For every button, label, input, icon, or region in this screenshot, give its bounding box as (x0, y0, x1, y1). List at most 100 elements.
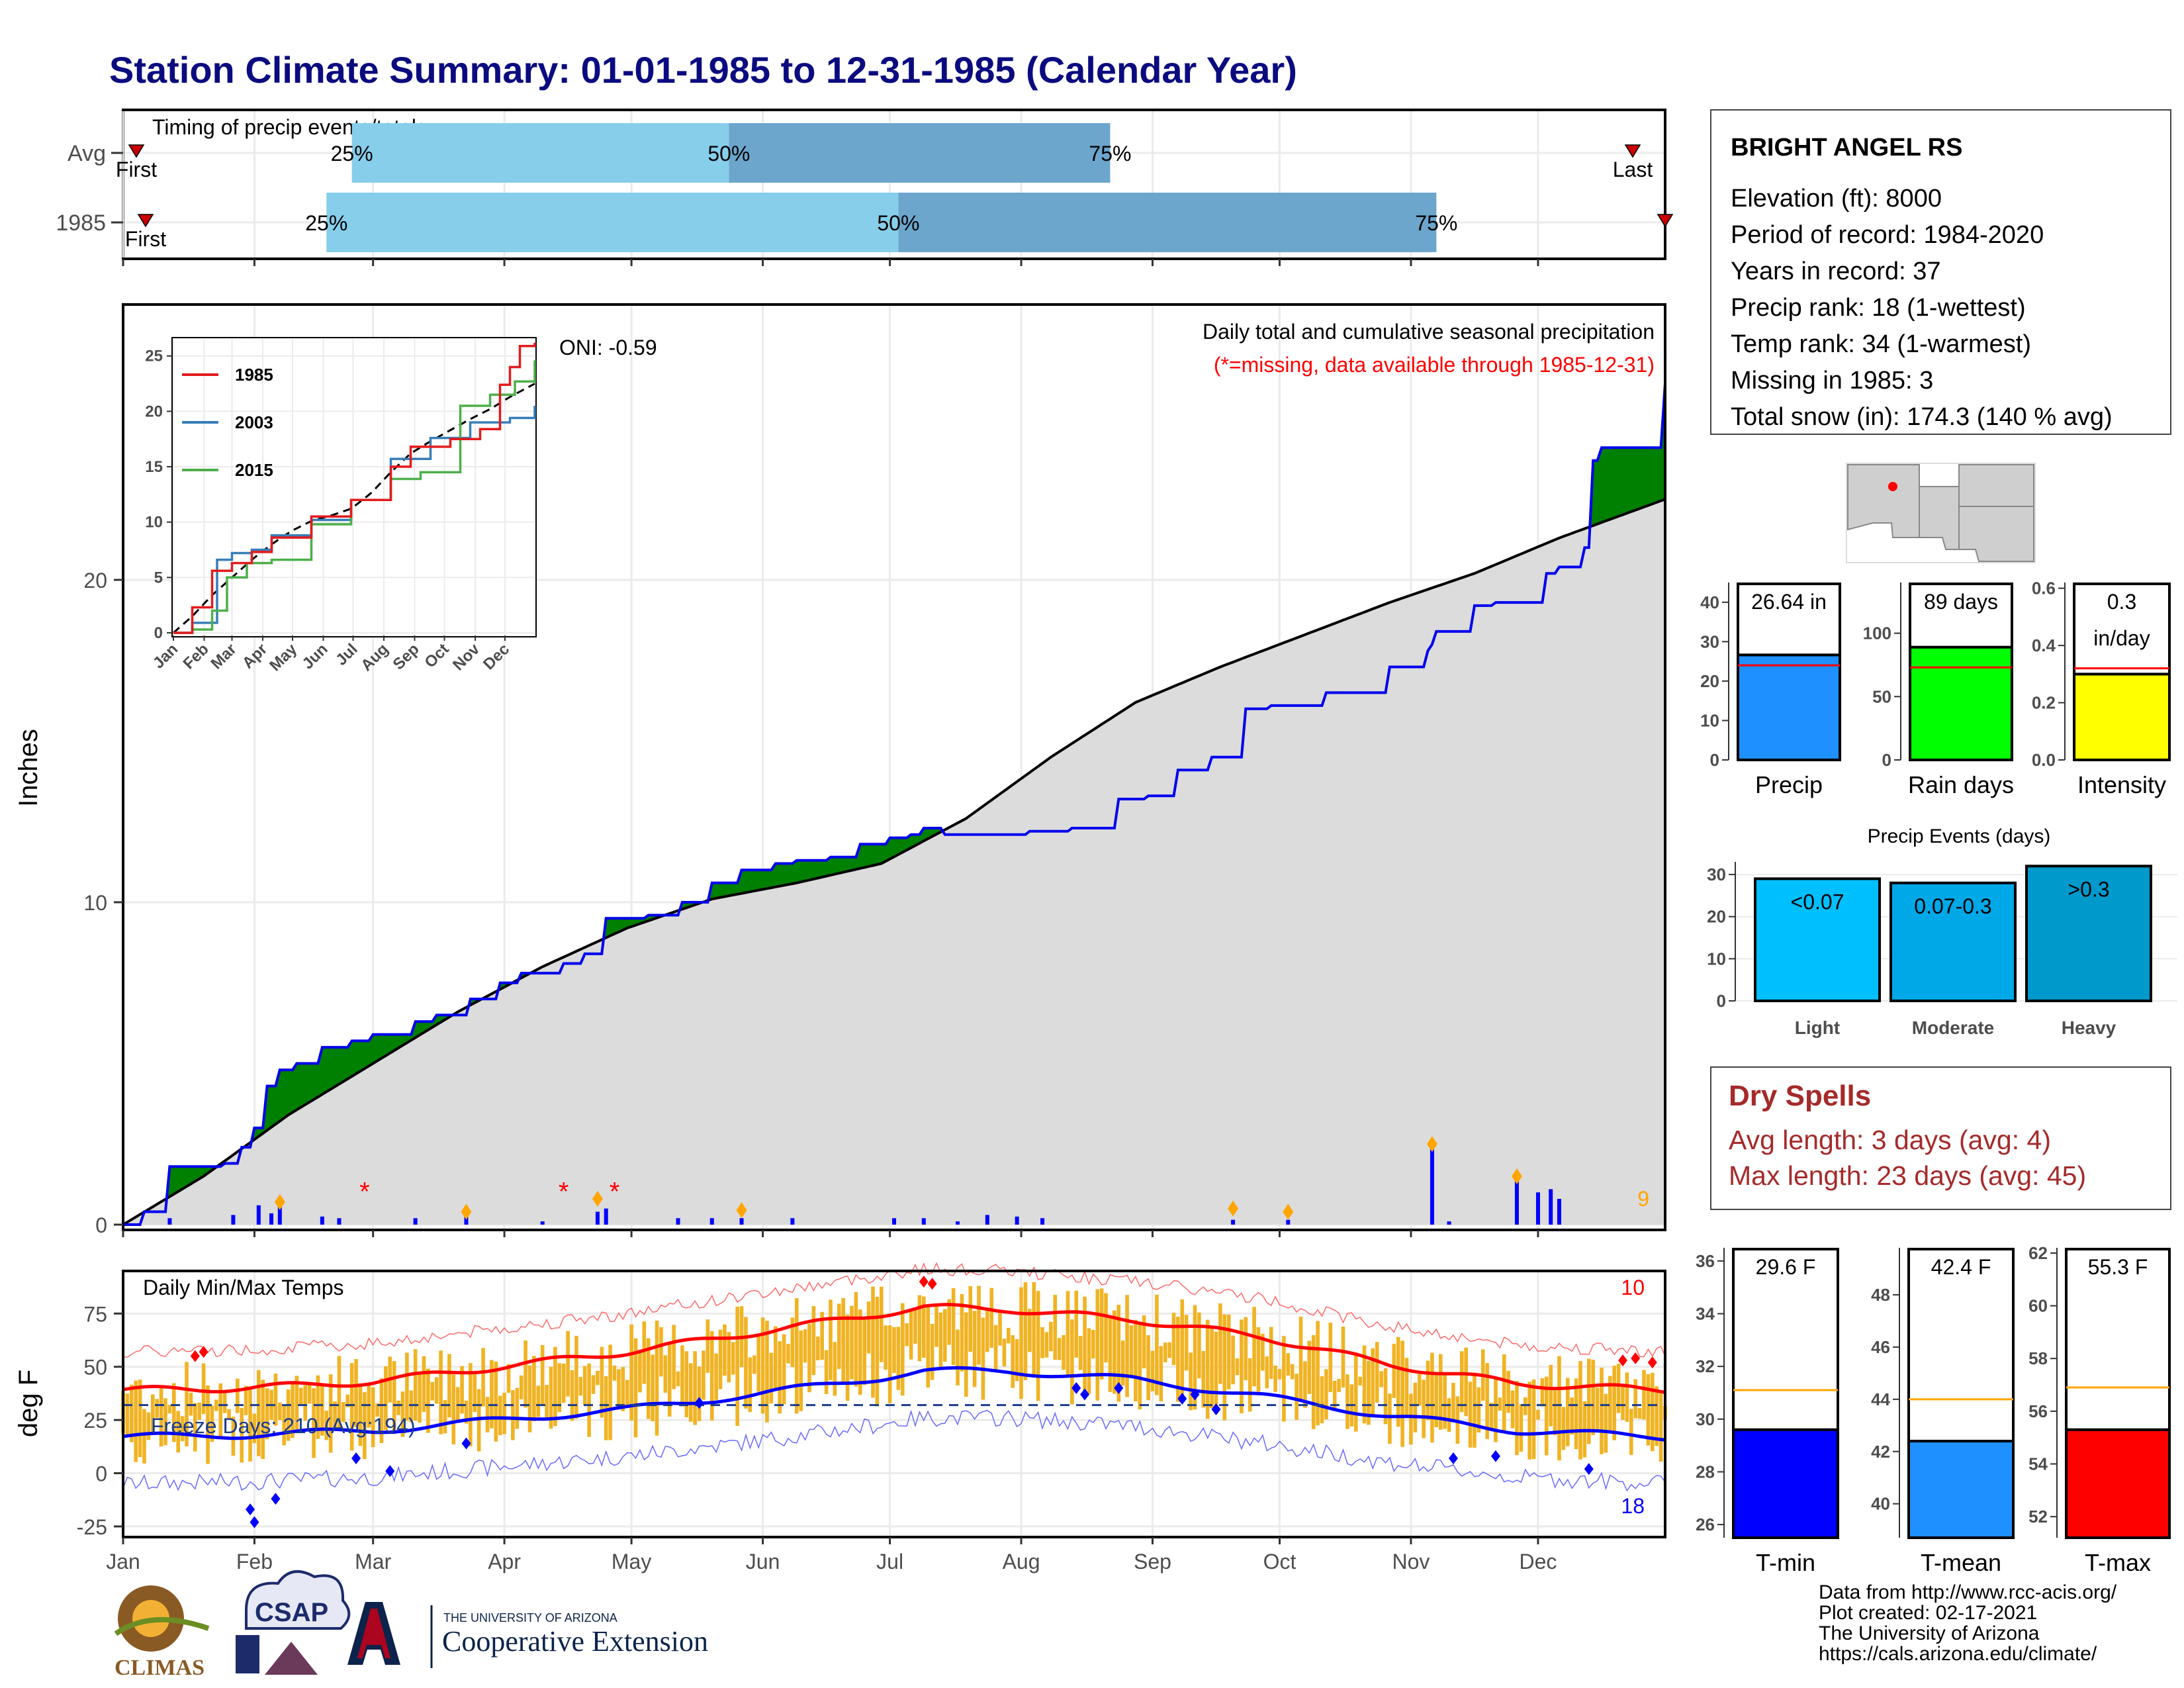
temp-range-bar (922, 1296, 926, 1358)
temp-range-bar (1659, 1391, 1663, 1462)
ua-small-text: THE UNIVERSITY OF ARIZONA (443, 1611, 617, 1624)
month-label: Jan (106, 1550, 140, 1573)
temp-range-bar (349, 1363, 354, 1451)
y-tick-label: 100 (1863, 624, 1891, 643)
temp-range-bar (447, 1354, 451, 1418)
record-low-marker (461, 1437, 471, 1450)
temp-range-bar (1235, 1358, 1240, 1376)
temp-range-bar (1176, 1317, 1180, 1402)
temp-range-bar (515, 1387, 520, 1429)
inset-x-tick-label: Dec (480, 640, 513, 673)
event-marker (736, 1202, 747, 1219)
station-detail-line: Precip rank: 18 (1-wettest) (1731, 294, 2026, 322)
summary_bars-label-box (1737, 583, 1841, 657)
summary_bars-value-label-2: in/day (2093, 626, 2150, 650)
temp-range-bar (1028, 1309, 1032, 1352)
precip-bar (790, 1218, 795, 1225)
temp-range-bar (426, 1368, 430, 1433)
temp-range-bar (803, 1329, 807, 1363)
timing-bar-50-75 (729, 123, 1111, 183)
temp-range-bar (142, 1409, 146, 1464)
temp-range-bar (316, 1375, 320, 1439)
temp-range-bar (778, 1341, 782, 1414)
temp-range-bar (596, 1370, 600, 1385)
event-bar (1754, 877, 1881, 1003)
record-low-marker (1080, 1388, 1090, 1401)
inset-x-tick-label: Apr (239, 640, 271, 672)
month-x-axis: Jan Feb Mar Apr May Jun Jul Aug Sep Oct Nov Dec (106, 1537, 1557, 1573)
inset-legend: 1985 2003 2015 (182, 365, 273, 480)
temp-range-bar (1023, 1282, 1028, 1380)
temp-range-bar (1138, 1321, 1142, 1410)
inset-x-tick-label: Nov (449, 640, 484, 675)
temp-range-bar (705, 1319, 710, 1373)
station-name: BRIGHT ANGEL RS (1731, 134, 1962, 162)
temp-range-bar (1362, 1345, 1367, 1424)
record-low-marker (1584, 1463, 1594, 1476)
freeze-days-label: Freeze Days: 210 (Avg:194) (151, 1414, 416, 1438)
y-tick-label: 0 (95, 1462, 107, 1486)
event-marker (592, 1191, 603, 1207)
station-detail-line: Period of record: 1984-2020 (1731, 221, 2044, 249)
temp-range-bar (621, 1367, 625, 1411)
inset-x-tick-label: Oct (421, 640, 452, 671)
temp-range-bar (1595, 1387, 1600, 1430)
temp-range-bar (697, 1366, 702, 1421)
university-of-arizona-logo: THE UNIVERSITY OF ARIZONA Cooperative Ex… (347, 1602, 708, 1668)
precip-note: Daily total and cumulative seasonal prec… (1203, 320, 1655, 344)
timing-panel: Timing of precip events/totals Avg 25% 50%… (56, 109, 1674, 266)
temp-range-bar (240, 1407, 244, 1463)
precip-bar (277, 1205, 282, 1225)
temp-range-bar (1549, 1364, 1553, 1427)
record-low-marker (351, 1452, 361, 1465)
temp-range-bar (723, 1324, 727, 1376)
temp-range-bar (1240, 1319, 1244, 1413)
station-detail-line: Temp rank: 34 (1-warmest) (1731, 330, 2031, 358)
temp-range-bar (905, 1323, 909, 1346)
temp-range-bar (1498, 1397, 1502, 1411)
y-tick-label: 0 (1717, 991, 1726, 1011)
temp-range-bar (252, 1413, 257, 1444)
temp-range-bar (1189, 1352, 1193, 1411)
temp-range-bar (282, 1405, 287, 1446)
temp-range-bar (1655, 1386, 1659, 1446)
month-label: Jun (746, 1550, 780, 1573)
temp_bars-category-label: T-max (2085, 1549, 2151, 1576)
temp-range-bar (1150, 1350, 1155, 1391)
event-category-label: Heavy (2062, 1017, 2116, 1038)
daily-precip-bars (167, 1136, 1561, 1225)
month-label: Mar (355, 1550, 391, 1573)
temp-range-bar (582, 1366, 587, 1405)
normal-precip-area (123, 499, 1665, 1225)
temp-range-bar (1523, 1397, 1527, 1415)
timing-p25-label: 25% (331, 142, 373, 165)
climas-swoosh (114, 1617, 210, 1636)
max-record-count: 10 (1621, 1276, 1645, 1299)
record-high-marker (199, 1346, 208, 1358)
temp-range-bar (1193, 1305, 1197, 1410)
temp-range-bar (498, 1395, 502, 1436)
temp-range-bar (1578, 1361, 1582, 1460)
temp-range-bar (862, 1317, 866, 1385)
temp-range-bar (829, 1299, 833, 1380)
temp-range-bar (1180, 1299, 1185, 1396)
temp-range-bar (396, 1400, 400, 1415)
cumulative-precip-line (123, 383, 1666, 1226)
temp-range-bar (866, 1301, 871, 1354)
month-label: May (612, 1550, 651, 1573)
month-label: Apr (488, 1550, 521, 1573)
inset-y-tick-label: 5 (154, 569, 163, 586)
temp-range-bar (1332, 1380, 1337, 1409)
temp-range-bar (659, 1327, 663, 1377)
y-tick-label: 50 (83, 1356, 107, 1380)
temp-range-bar (811, 1306, 816, 1376)
temp-range-bar (887, 1325, 892, 1403)
temp-range-bar (1388, 1393, 1392, 1444)
temp-range-bar (901, 1303, 905, 1396)
temp_bars-value-bar (1907, 1440, 2015, 1539)
temp-range-bar (1265, 1356, 1269, 1389)
temp-range-bar (1282, 1336, 1286, 1422)
temp-range-bar (1468, 1382, 1473, 1448)
temp-range-bar (222, 1391, 227, 1413)
temp-range-bar (1345, 1374, 1349, 1429)
